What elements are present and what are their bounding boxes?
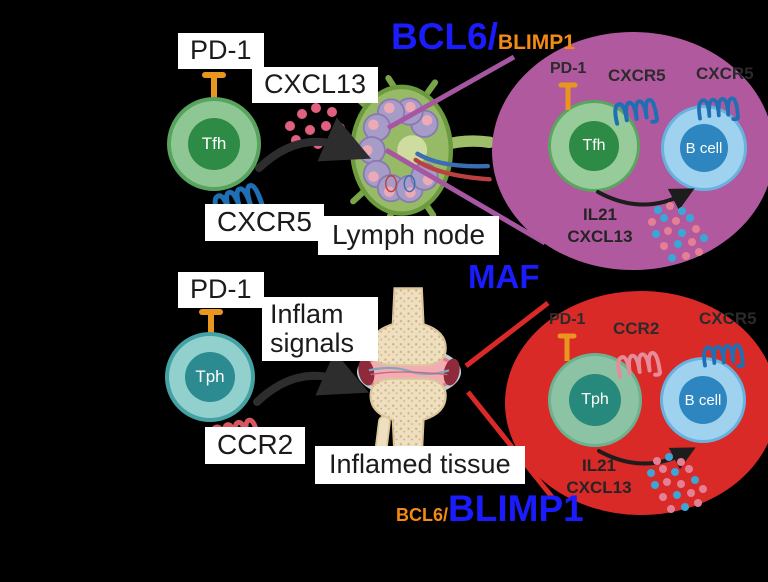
inset-tfh-nucleus: Tfh xyxy=(569,121,619,171)
maf-heading: MAF xyxy=(468,258,540,295)
help-arrow-icon xyxy=(596,188,695,211)
cxcr5-receptor-icon xyxy=(613,97,660,126)
lymph-inset: PD-1 CXCR5 Tfh CXCR5 B cell xyxy=(492,32,768,270)
inset-b-cell: B cell xyxy=(661,105,747,191)
bcl6-blimp1-heading-bottom: BCL6/BLIMP1 xyxy=(396,488,584,530)
tfh-cell-label: Tfh xyxy=(201,134,227,153)
pd1-label-top: PD-1 xyxy=(178,33,264,69)
inset-tph-nucleus: Tph xyxy=(569,374,621,426)
inset-pd1-label: PD-1 xyxy=(549,311,586,328)
bcl6-text-bottom: BCL6/ xyxy=(396,505,449,525)
cxcr5-label: CXCR5 xyxy=(205,204,324,241)
cxcr5-receptor-icon xyxy=(702,343,745,369)
bcl6-text-top: BCL6/ xyxy=(391,16,498,57)
tissue-inset: PD-1 CCR2 Tph CXCR5 B cell xyxy=(505,291,768,515)
cxcl13-secreted-label: CXCL13 xyxy=(567,227,633,247)
inflam-signals-label: Inflam signals xyxy=(262,297,378,362)
inset-b-receptor-label: CXCR5 xyxy=(699,309,757,328)
inset-t-receptor-label: CCR2 xyxy=(613,319,660,338)
inset-t-receptor-label: CXCR5 xyxy=(608,66,666,85)
pd1-receptor-icon xyxy=(558,82,578,110)
chemokine-dots-icon xyxy=(648,202,708,262)
inset-pd1-label: PD-1 xyxy=(550,60,587,77)
il21-label: IL21 xyxy=(581,456,617,475)
inset-tfh-label: Tfh xyxy=(582,137,606,154)
tph-cell-label: Tph xyxy=(195,367,225,386)
bcl6-blimp1-heading-top: BCL6/BLIMP1 xyxy=(391,16,575,58)
secreted-labels: IL21 CXCL13 xyxy=(550,204,650,248)
inflamed-tissue-label: Inflamed tissue xyxy=(315,446,525,484)
pd1-label-bottom: PD-1 xyxy=(178,272,264,308)
inset-b-nucleus: B cell xyxy=(680,124,728,172)
tfh-cell: Tfh xyxy=(167,97,261,191)
pd1-receptor-icon xyxy=(557,333,577,361)
tph-nucleus: Tph xyxy=(185,352,235,402)
inset-tph-label: Tph xyxy=(581,391,609,408)
lymph-node-label: Lymph node xyxy=(318,216,500,255)
ccr2-receptor-icon xyxy=(616,350,663,379)
inset-bcell-label: B cell xyxy=(685,139,723,157)
help-arrow-icon xyxy=(597,447,696,470)
lymph-node-icon xyxy=(339,75,496,225)
secreted-labels: IL21 CXCL13 xyxy=(549,455,649,499)
inset-tph-cell: Tph xyxy=(548,353,642,447)
migration-arrow-icon xyxy=(253,351,369,406)
chemokine-dots-icon xyxy=(647,453,707,513)
blimp1-text-top: BLIMP1 xyxy=(497,31,575,54)
cxcl13-label: CXCL13 xyxy=(252,67,379,103)
inset-b-nucleus: B cell xyxy=(679,376,727,424)
cxcr5-receptor-icon xyxy=(697,96,740,122)
inset-bcell-label: B cell xyxy=(684,391,722,409)
cxcl13-secreted-label: CXCL13 xyxy=(566,478,632,498)
blimp1-text-bottom: BLIMP1 xyxy=(448,488,584,529)
ccr2-label: CCR2 xyxy=(205,427,306,464)
tph-cell: Tph xyxy=(165,332,255,422)
migration-arrow-icon xyxy=(255,117,371,172)
il21-label: IL21 xyxy=(582,205,618,224)
cxcr5-receptor-icon xyxy=(212,183,265,221)
inset-b-receptor-label: CXCR5 xyxy=(696,64,754,83)
tfh-nucleus: Tfh xyxy=(188,118,240,170)
inflamed-joint-icon xyxy=(356,287,462,457)
